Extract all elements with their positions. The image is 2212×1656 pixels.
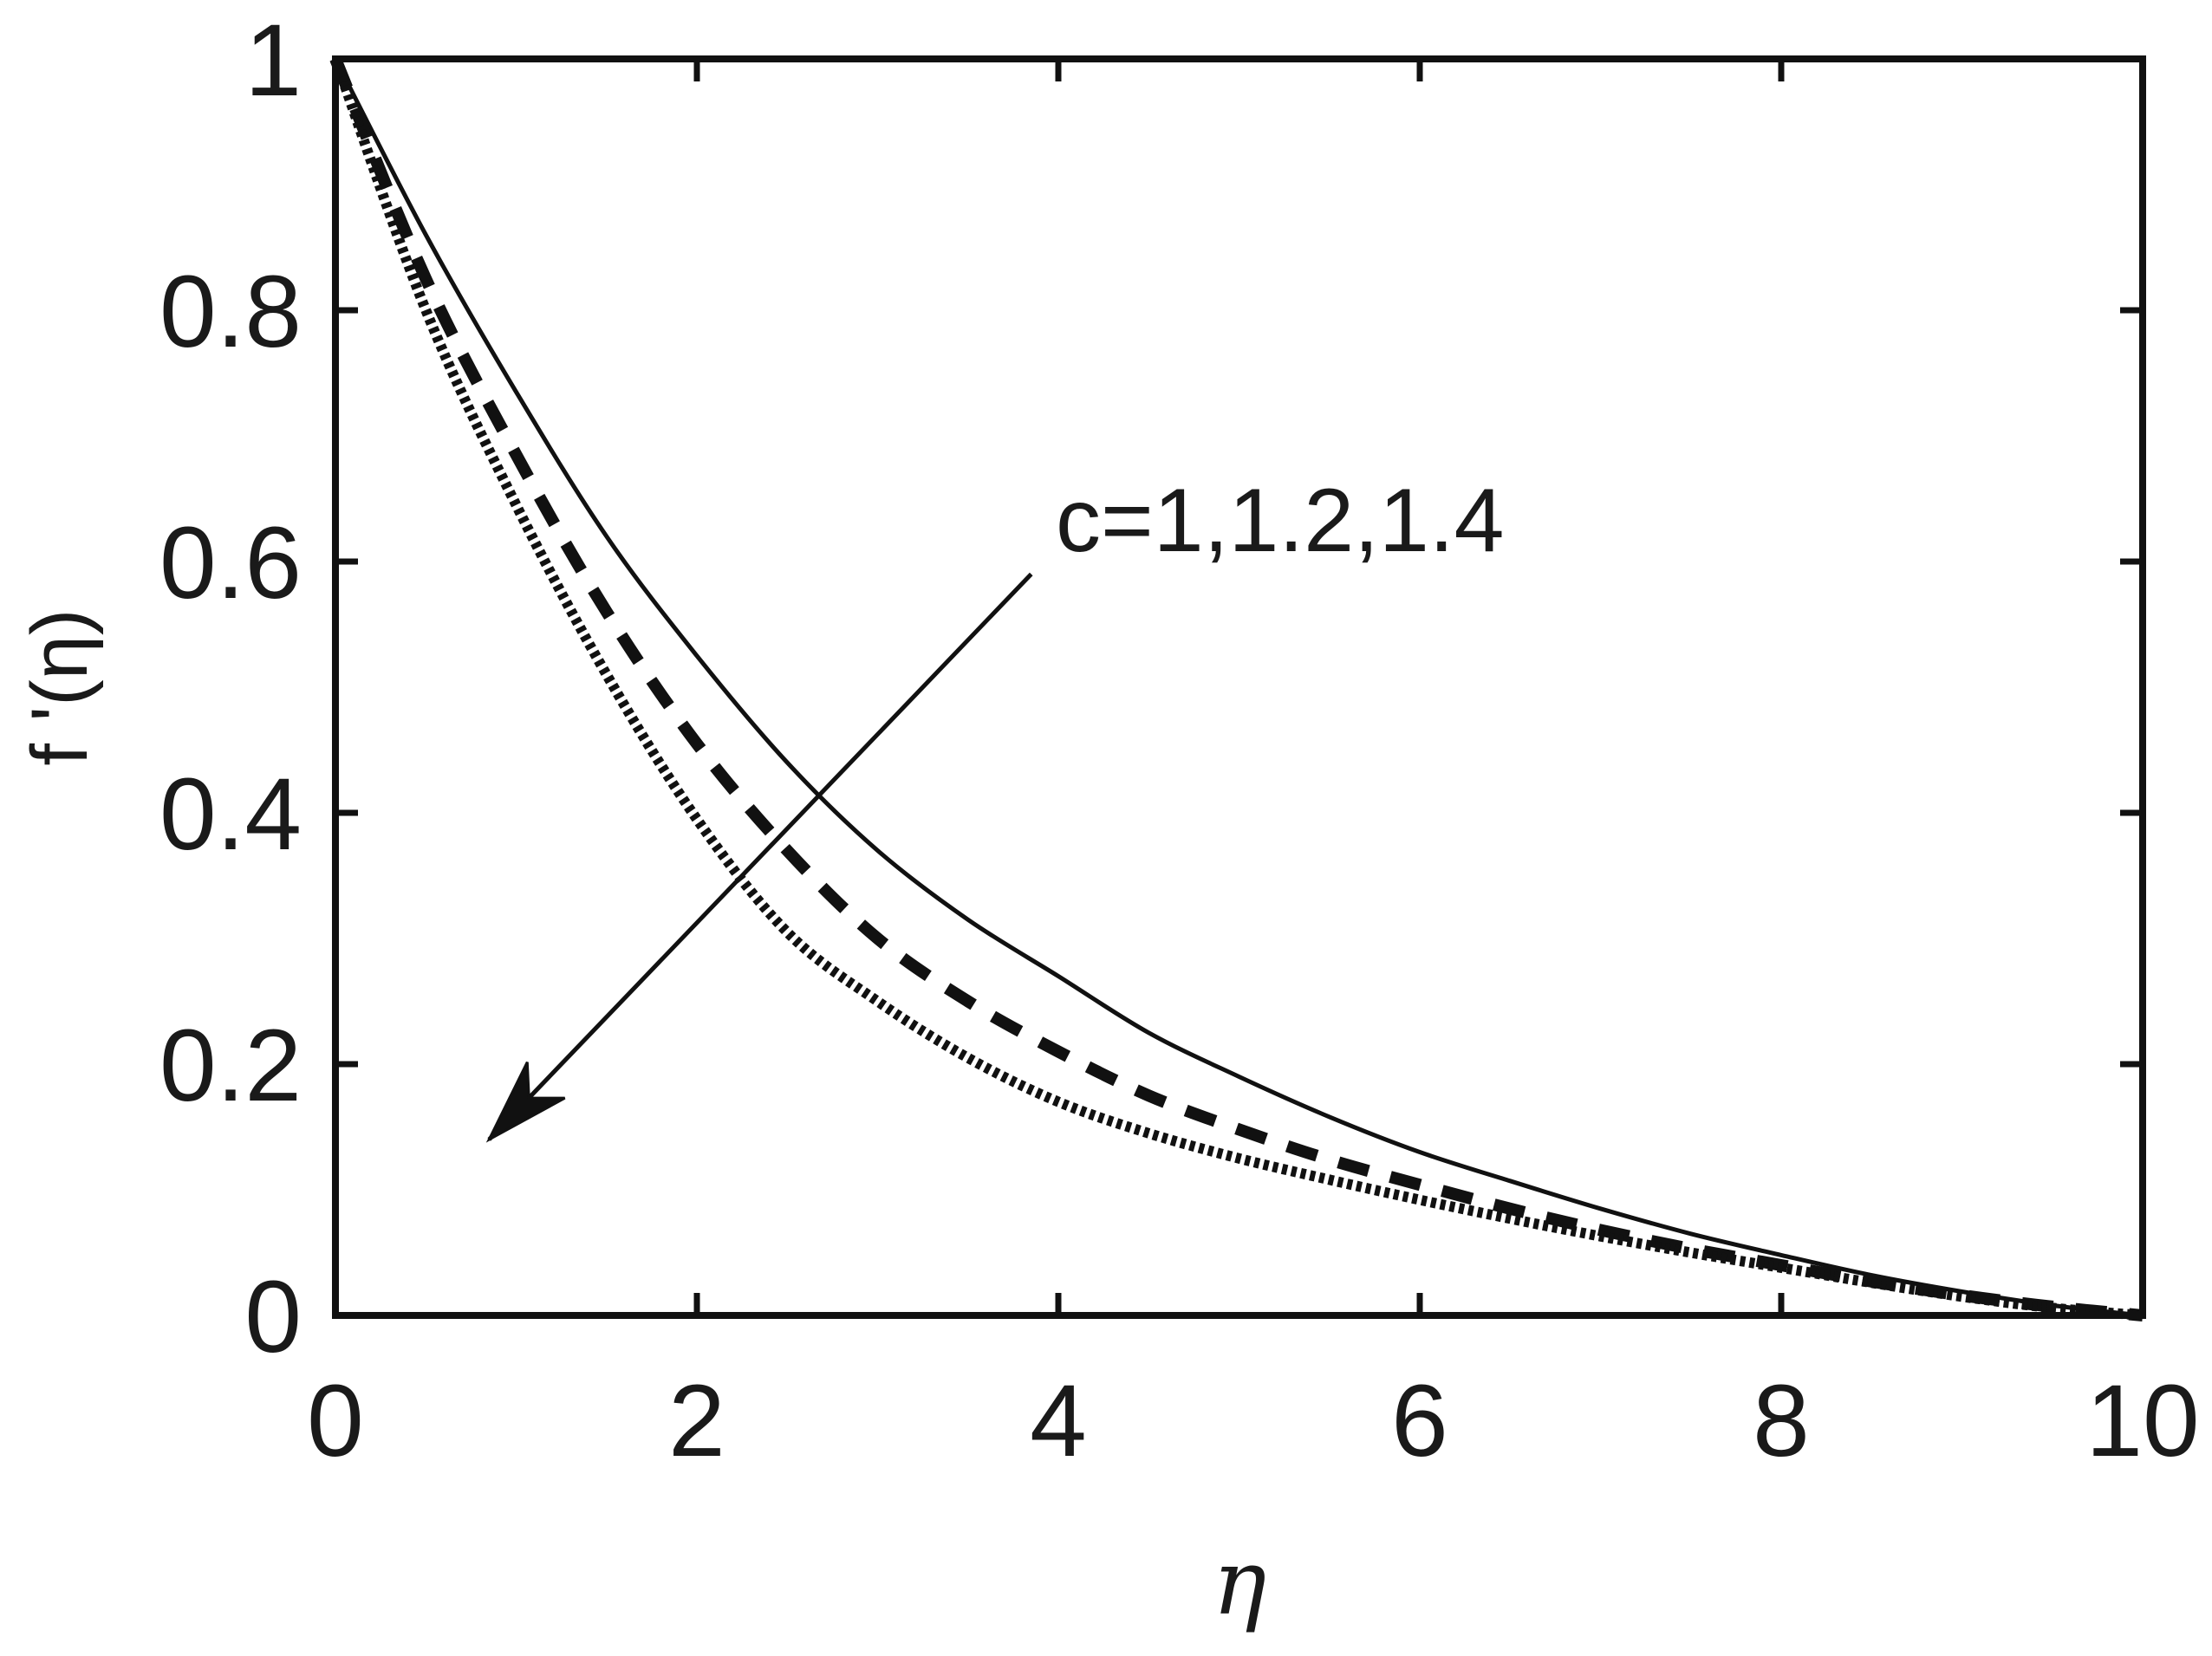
annotation-label: c=1,1.2,1.4 <box>1056 471 1505 571</box>
x-axis-label: η <box>1213 1529 1266 1635</box>
ticks-layer: 0 2 4 6 8 10 0 0.2 0.4 0.6 0.8 1 <box>159 3 2200 1478</box>
series-layer <box>329 56 2144 1322</box>
x-tick-label: 0 <box>307 1364 364 1478</box>
y-tick-label: 0.8 <box>159 255 302 369</box>
series-line-solid <box>333 57 2144 1318</box>
x-tick-label: 2 <box>668 1364 725 1478</box>
y-tick-label: 0 <box>244 1260 302 1374</box>
x-tick-label: 6 <box>1391 1364 1448 1478</box>
x-tick-label: 10 <box>2085 1364 2199 1478</box>
y-tick-label: 0.2 <box>159 1009 302 1123</box>
plot-frame <box>332 55 2146 1319</box>
x-tick-label: 8 <box>1753 1364 1810 1478</box>
annotation-arrowhead <box>485 1061 566 1143</box>
annotation-arrow-line <box>487 572 1033 1141</box>
annotation-layer: c=1,1.2,1.4 <box>485 471 1505 1143</box>
series-line-dotted <box>330 56 2144 1321</box>
y-tick-label: 0.4 <box>159 757 302 872</box>
series-line-dashed <box>329 56 2144 1322</box>
x-tick-label: 4 <box>1030 1364 1087 1478</box>
y-axis-label: f '(η) <box>16 608 104 765</box>
y-tick-label: 0.6 <box>159 506 302 620</box>
y-tick-label: 1 <box>244 3 302 118</box>
